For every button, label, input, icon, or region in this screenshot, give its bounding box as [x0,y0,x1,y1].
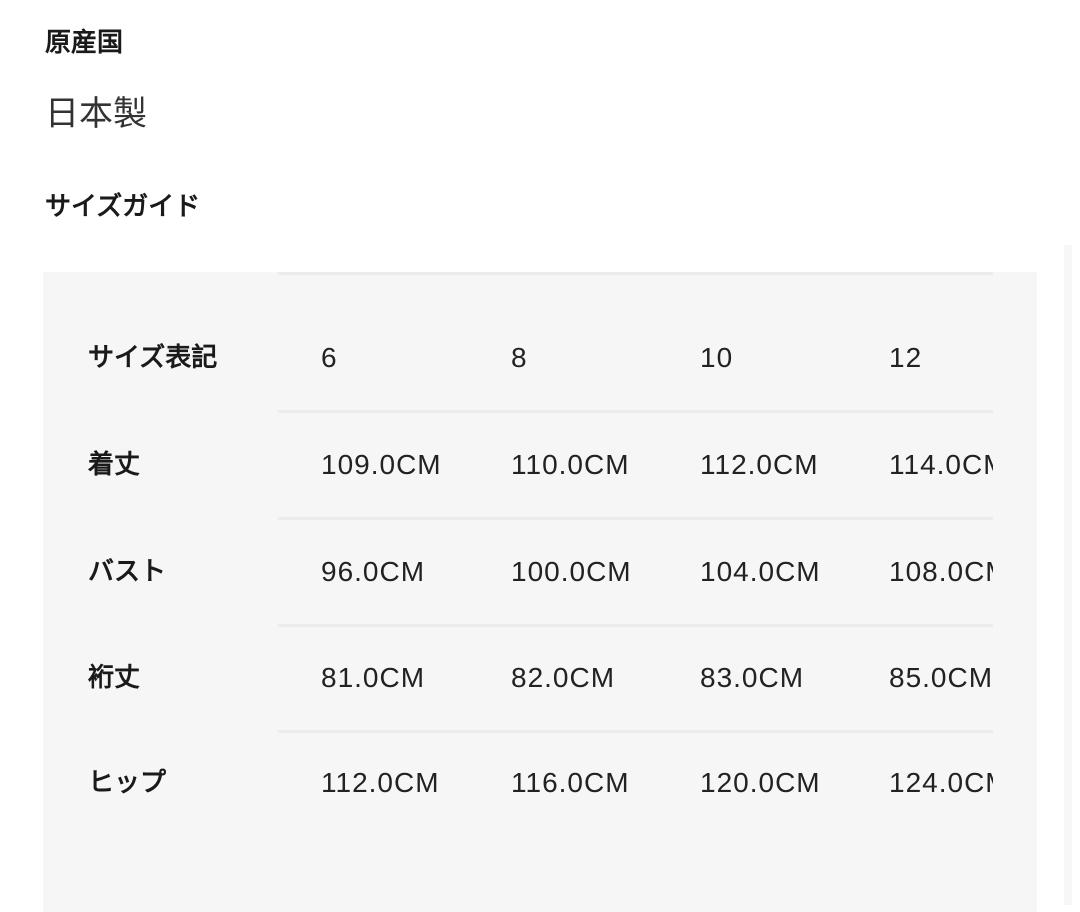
table-cell: 83.0CM [700,662,805,693]
row-divider [278,730,993,733]
table-cell: 96.0CM [321,556,426,587]
table-cell: 112.0CM [700,449,819,480]
table-cell: 100.0CM [511,556,632,587]
row-label: 裄丈 [88,663,141,693]
size-guide-table[interactable]: サイズ表記 6 8 10 12 着丈 109.0CM 110.0CM 112.0CM 114.0C… [43,272,1037,912]
row-divider [278,624,993,627]
row-label: ヒップ [88,768,167,798]
table-row: ヒップ 112.0CM 116.0CM 120.0CM 124.0CM [43,763,993,803]
table-cell: 104.0CM [700,556,821,587]
table-cell: 112.0CM [321,767,440,798]
row-divider [278,272,993,275]
table-row: バスト 96.0CM 100.0CM 104.0CM 108.0CM [43,552,993,592]
table-cell: 12 [889,342,923,373]
table-cell: 116.0CM [511,767,630,798]
table-row: 裄丈 81.0CM 82.0CM 83.0CM 85.0CM [43,658,993,698]
origin-heading: 原産国 [45,28,124,58]
table-cell: 81.0CM [321,662,426,693]
table-row: 着丈 109.0CM 110.0CM 112.0CM 114.0CM [43,445,993,485]
table-cell: 120.0CM [700,767,821,798]
row-label: 着丈 [88,450,141,480]
table-cell: 8 [511,342,528,373]
row-label: サイズ表記 [88,343,218,373]
row-label: バスト [88,557,167,587]
table-cell: 110.0CM [511,449,630,480]
table-cell: 82.0CM [511,662,616,693]
row-divider [278,410,993,413]
row-divider [278,517,993,520]
table-row: サイズ表記 6 8 10 12 [43,338,993,378]
table-cell: 108.0CM [889,556,993,587]
origin-value: 日本製 [45,94,147,134]
scrollbar[interactable] [1064,245,1072,905]
table-cell: 124.0CM [889,767,993,798]
table-cell: 114.0CM [889,449,993,480]
size-guide-heading: サイズガイド [45,192,201,222]
size-table-scroll-area[interactable]: サイズ表記 6 8 10 12 着丈 109.0CM 110.0CM 112.0CM 114.0C… [43,272,993,912]
table-cell: 109.0CM [321,449,442,480]
table-cell: 85.0CM [889,662,993,693]
table-cell: 10 [700,342,734,373]
table-cell: 6 [321,342,338,373]
